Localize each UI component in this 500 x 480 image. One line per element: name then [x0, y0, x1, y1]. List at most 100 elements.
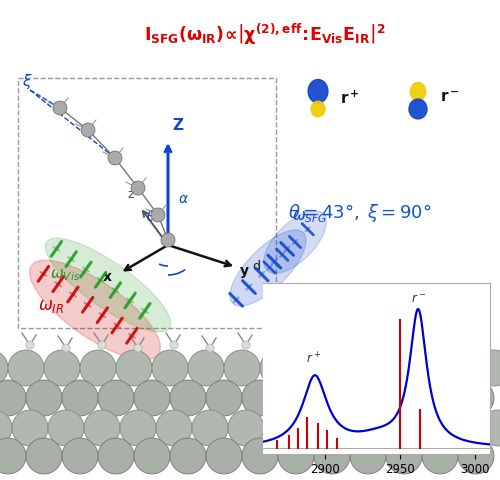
Circle shape	[62, 438, 98, 474]
Text: y: y	[240, 264, 249, 278]
Circle shape	[62, 344, 70, 352]
Circle shape	[314, 438, 350, 474]
Circle shape	[332, 350, 368, 386]
Circle shape	[134, 380, 170, 416]
Circle shape	[278, 438, 314, 474]
Circle shape	[98, 380, 134, 416]
Circle shape	[260, 350, 296, 386]
Text: $\omega_{Vis}$: $\omega_{Vis}$	[50, 267, 80, 283]
Circle shape	[336, 410, 372, 446]
Ellipse shape	[308, 80, 328, 103]
Text: Z: Z	[172, 118, 183, 133]
Circle shape	[8, 350, 44, 386]
Ellipse shape	[30, 260, 160, 360]
Circle shape	[476, 350, 500, 386]
Text: $\xi$: $\xi$	[22, 72, 32, 91]
Circle shape	[458, 438, 494, 474]
Text: $\omega_{SFG}$: $\omega_{SFG}$	[292, 209, 328, 225]
Circle shape	[161, 233, 175, 247]
Bar	[18, 78, 276, 328]
Text: $r^-$: $r^-$	[410, 292, 426, 305]
Circle shape	[26, 341, 34, 349]
Ellipse shape	[45, 238, 171, 332]
Circle shape	[80, 350, 116, 386]
Circle shape	[26, 380, 62, 416]
Circle shape	[170, 341, 178, 349]
Text: $\mathbf{r^+}$: $\mathbf{r^+}$	[340, 90, 359, 107]
Circle shape	[314, 341, 322, 349]
Circle shape	[386, 438, 422, 474]
Circle shape	[134, 344, 142, 352]
Circle shape	[192, 410, 228, 446]
Circle shape	[0, 410, 12, 446]
Circle shape	[108, 151, 122, 165]
Circle shape	[98, 438, 134, 474]
Circle shape	[84, 410, 120, 446]
Circle shape	[206, 438, 242, 474]
Ellipse shape	[230, 230, 306, 306]
Circle shape	[120, 410, 156, 446]
Circle shape	[458, 341, 466, 349]
Circle shape	[300, 410, 336, 446]
Circle shape	[206, 380, 242, 416]
Text: $\omega_{IR}$: $\omega_{IR}$	[38, 297, 64, 315]
Circle shape	[242, 380, 278, 416]
Circle shape	[422, 438, 458, 474]
Circle shape	[480, 410, 500, 446]
Circle shape	[188, 350, 224, 386]
Circle shape	[408, 410, 444, 446]
Circle shape	[264, 410, 300, 446]
Circle shape	[278, 344, 286, 352]
Text: d: d	[252, 260, 260, 273]
Circle shape	[134, 438, 170, 474]
Ellipse shape	[311, 101, 325, 117]
Circle shape	[0, 438, 26, 474]
Circle shape	[314, 380, 350, 416]
Circle shape	[242, 438, 278, 474]
Text: $r^+$: $r^+$	[306, 352, 321, 367]
Circle shape	[350, 380, 386, 416]
Circle shape	[81, 123, 95, 137]
Text: z: z	[128, 188, 134, 201]
Text: x: x	[103, 270, 112, 284]
Circle shape	[131, 181, 145, 195]
Circle shape	[350, 344, 358, 352]
Circle shape	[0, 380, 26, 416]
Circle shape	[98, 341, 106, 349]
Circle shape	[296, 350, 332, 386]
Circle shape	[350, 438, 386, 474]
Circle shape	[26, 438, 62, 474]
Text: $\mathit{\mathbf{I_{SFG}(\omega_{IR})\!\propto\!\left|\chi^{(2),eff}\!:\!E_{Vis}: $\mathit{\mathbf{I_{SFG}(\omega_{IR})\!\…	[144, 22, 386, 47]
Circle shape	[422, 344, 430, 352]
Circle shape	[386, 380, 422, 416]
Circle shape	[151, 208, 165, 222]
Circle shape	[242, 341, 250, 349]
Circle shape	[444, 410, 480, 446]
Circle shape	[368, 350, 404, 386]
Ellipse shape	[409, 99, 427, 119]
Circle shape	[48, 410, 84, 446]
Circle shape	[278, 380, 314, 416]
Circle shape	[12, 410, 48, 446]
Circle shape	[44, 350, 80, 386]
Circle shape	[422, 380, 458, 416]
Circle shape	[0, 350, 8, 386]
Text: $\theta = 43°,\;\xi=90°$: $\theta = 43°,\;\xi=90°$	[288, 202, 432, 224]
Circle shape	[170, 380, 206, 416]
Circle shape	[458, 380, 494, 416]
Circle shape	[224, 350, 260, 386]
Ellipse shape	[410, 83, 426, 101]
Circle shape	[156, 410, 192, 446]
Circle shape	[53, 101, 67, 115]
Circle shape	[440, 350, 476, 386]
Circle shape	[116, 350, 152, 386]
Circle shape	[206, 344, 214, 352]
Ellipse shape	[264, 211, 326, 273]
Circle shape	[386, 341, 394, 349]
Text: $\alpha$: $\alpha$	[178, 192, 189, 206]
X-axis label: $\bar{\nu}$ [cm$^{-1}$]: $\bar{\nu}$ [cm$^{-1}$]	[349, 479, 404, 480]
Circle shape	[152, 350, 188, 386]
Circle shape	[404, 350, 440, 386]
Text: $\theta$: $\theta$	[146, 209, 156, 224]
Circle shape	[228, 410, 264, 446]
